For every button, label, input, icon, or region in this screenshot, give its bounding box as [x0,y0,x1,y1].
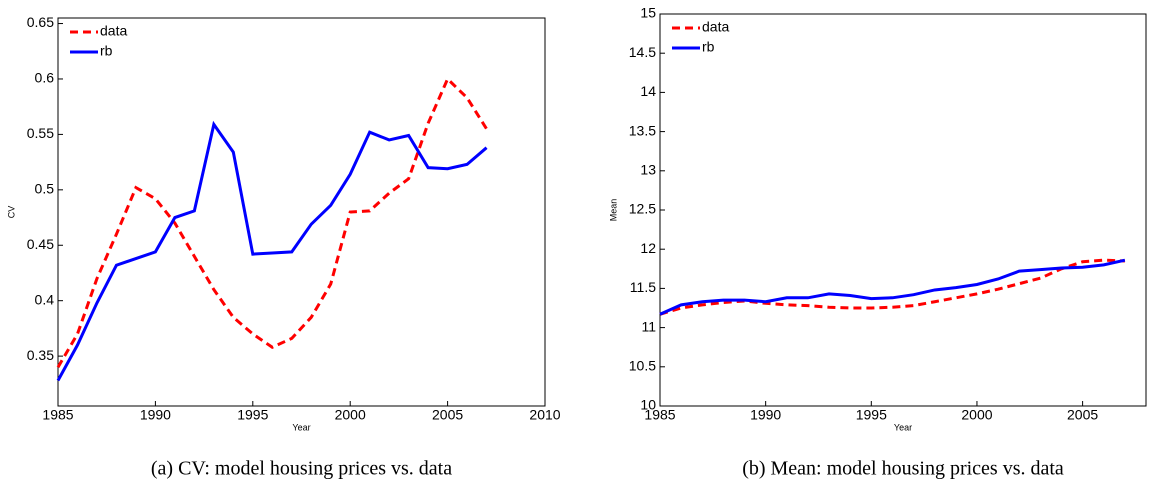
x-tick-label: 2000 [961,407,992,423]
y-tick-label: 10 [640,397,656,413]
caption: (b) Mean: model housing prices vs. data [742,458,1064,480]
y-tick-label: 0.5 [35,181,55,197]
y-tick-label: 0.65 [27,14,54,30]
x-axis-label: Year [292,422,310,432]
y-tick-label: 0.4 [35,291,55,307]
y-tick-label: 11.5 [630,279,656,295]
legend-label: rb [702,39,715,55]
x-tick-label: 2005 [432,407,463,423]
series-line [56,120,488,382]
legend-label: rb [100,43,113,59]
x-axis-label: Year [894,422,912,432]
legend-label: data [702,19,729,35]
y-tick-label: 13.5 [629,122,656,138]
axes-frame [659,13,1147,407]
legend-label: data [100,23,127,39]
y-tick-label: 13 [640,162,656,178]
caption: (a) CV: model housing prices vs. data [151,458,452,480]
x-tick-label: 1995 [856,407,887,423]
y-tick-label: 12.5 [629,201,656,217]
y-tick-label: 11 [641,318,656,334]
y-tick-label: 0.55 [27,125,54,141]
x-tick-label: 1990 [140,407,171,423]
y-tick-label: 12 [640,240,656,256]
x-tick-label: 2010 [529,407,560,423]
y-tick-label: 14.5 [629,44,656,60]
x-tick-label: 1990 [750,407,781,423]
axes-frame [57,17,546,407]
y-axis-label: CV [6,206,16,219]
x-tick-label: 2005 [1067,407,1098,423]
x-tick-label: 1995 [237,407,268,423]
series-line [56,76,488,368]
y-tick-label: 14 [640,83,656,99]
x-tick-label: 1985 [644,407,675,423]
y-axis-label: Mean [608,199,618,222]
x-tick-label: 1985 [42,407,73,423]
y-tick-label: 0.35 [27,347,54,363]
x-tick-label: 2000 [335,407,366,423]
series-line [659,258,1126,316]
y-tick-label: 0.45 [27,236,54,252]
y-tick-label: 10.5 [629,358,656,374]
y-tick-label: 0.6 [35,70,55,86]
y-tick-label: 15 [640,5,656,21]
